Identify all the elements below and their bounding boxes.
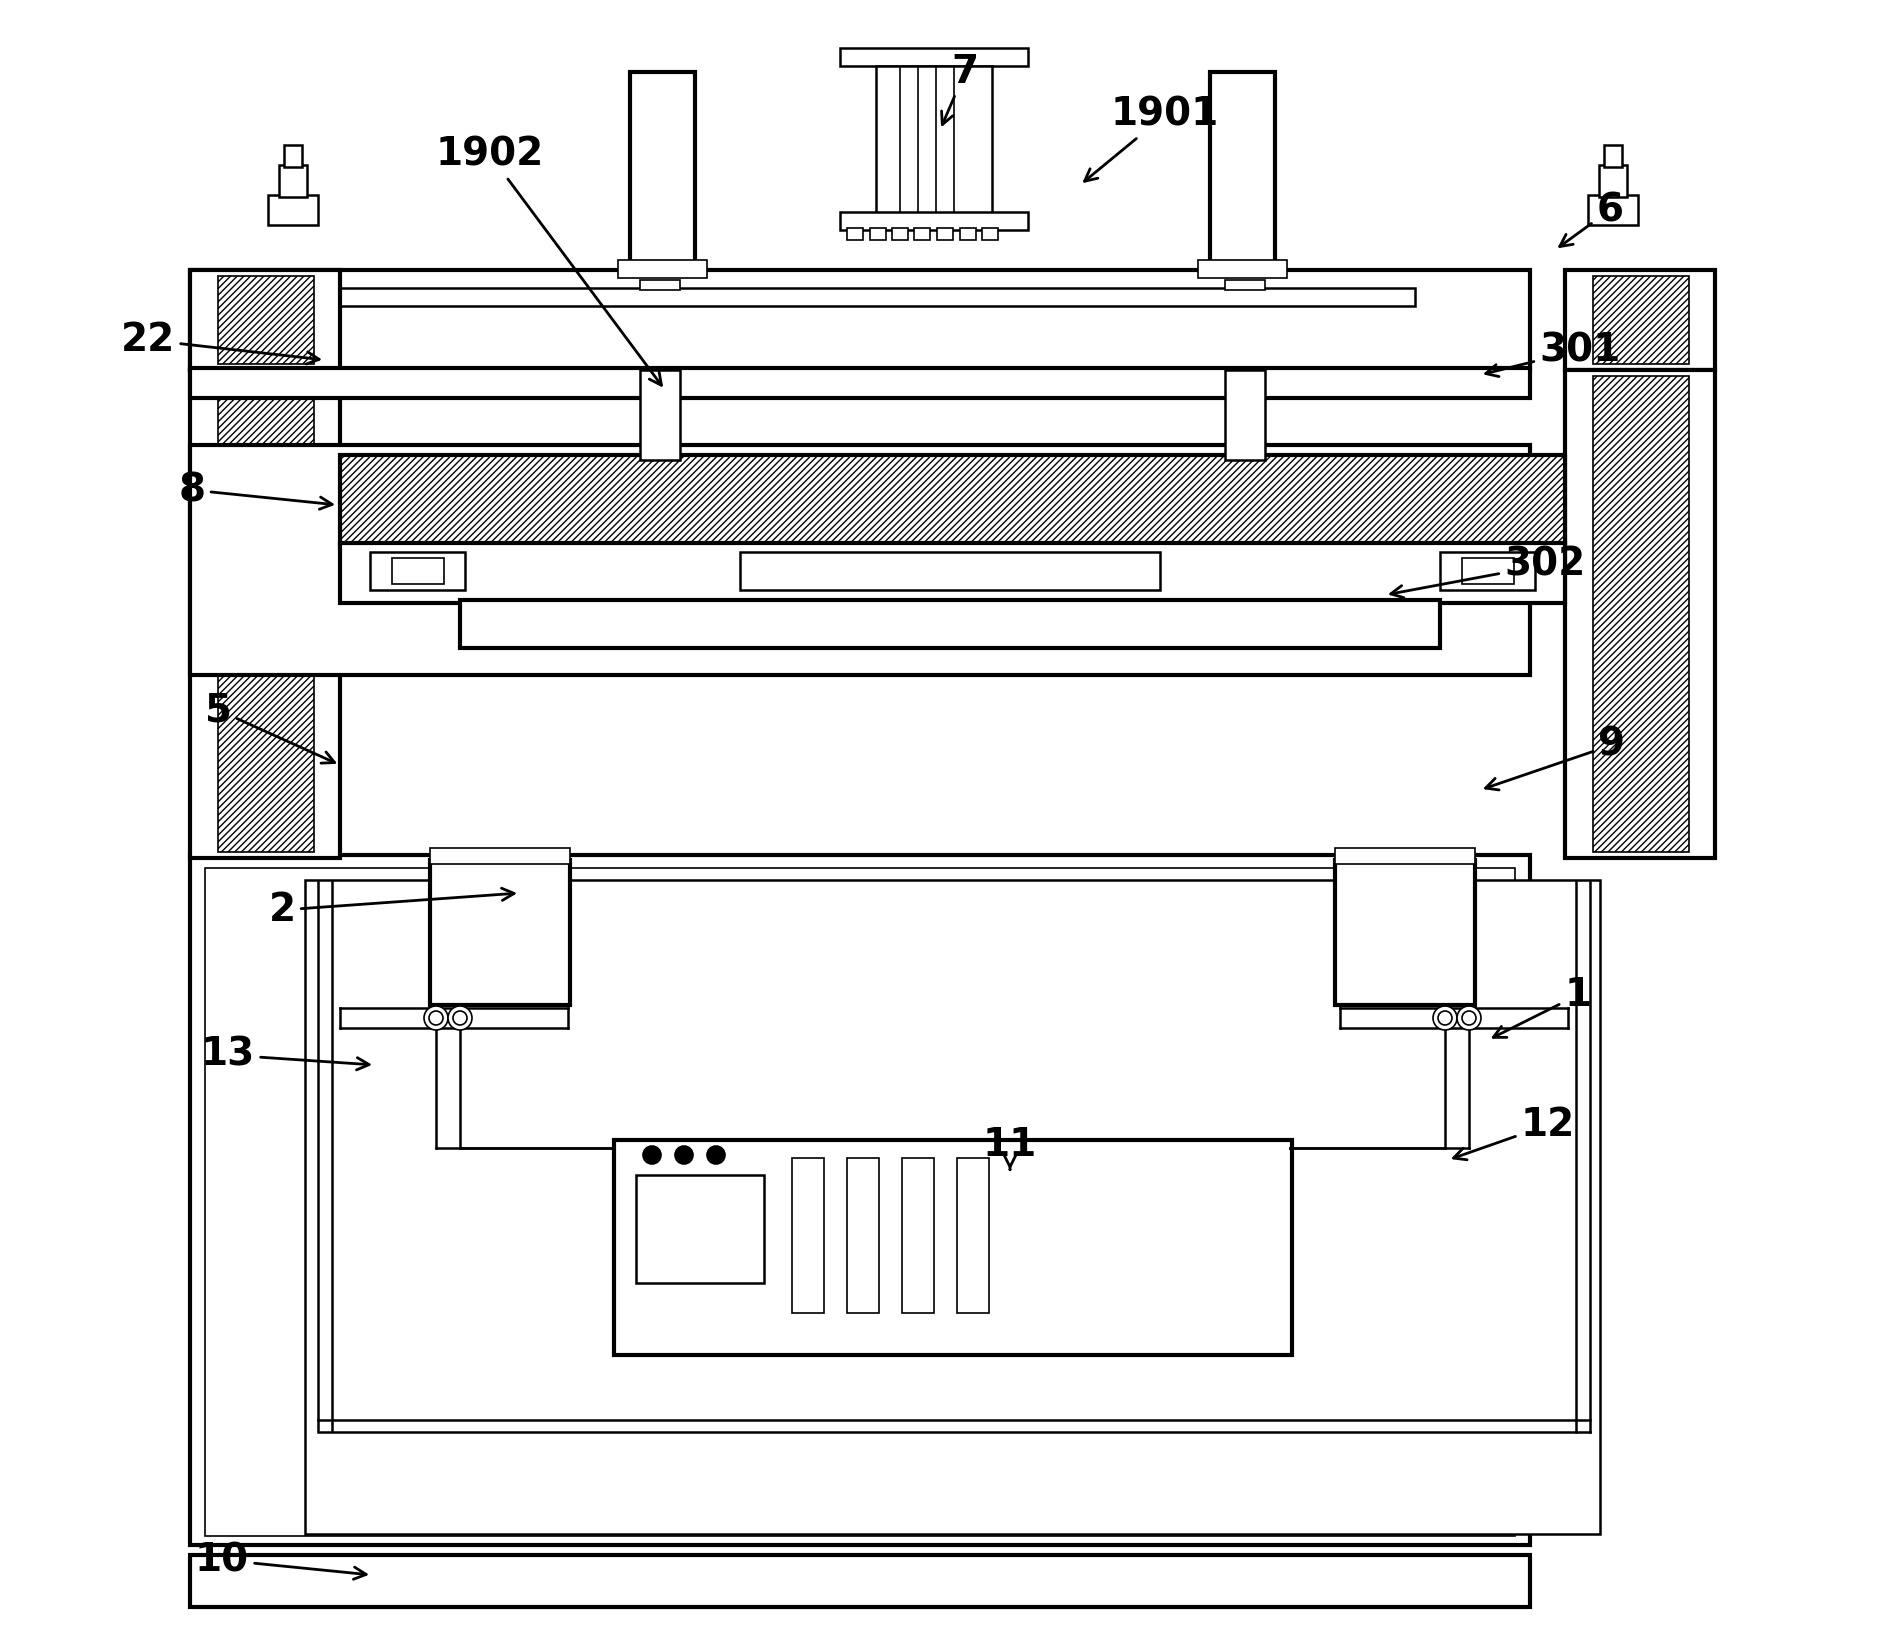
- Bar: [937, 228, 954, 239]
- Bar: [305, 881, 1599, 1534]
- Bar: [1211, 72, 1276, 270]
- Bar: [1335, 860, 1476, 1004]
- Bar: [640, 370, 680, 461]
- Circle shape: [676, 1146, 693, 1164]
- Bar: [430, 848, 569, 864]
- Bar: [1224, 370, 1264, 461]
- Circle shape: [644, 1146, 661, 1164]
- Circle shape: [706, 1146, 725, 1164]
- Text: 1902: 1902: [436, 137, 661, 386]
- Bar: [847, 1158, 880, 1314]
- Text: 301: 301: [1485, 330, 1620, 376]
- Bar: [876, 67, 992, 213]
- Bar: [190, 444, 1531, 676]
- Bar: [870, 228, 885, 239]
- Bar: [280, 164, 307, 197]
- Bar: [1599, 164, 1628, 197]
- Circle shape: [1462, 1011, 1476, 1026]
- Bar: [636, 1175, 764, 1283]
- Text: 8: 8: [179, 470, 331, 510]
- Circle shape: [447, 1006, 472, 1031]
- Text: 1901: 1901: [1085, 96, 1219, 181]
- Bar: [1198, 260, 1287, 278]
- Text: 1: 1: [1493, 977, 1592, 1037]
- Text: 13: 13: [202, 1035, 369, 1074]
- Text: 7: 7: [942, 54, 979, 125]
- Bar: [284, 145, 303, 168]
- Bar: [960, 228, 977, 239]
- Text: 2: 2: [268, 889, 514, 930]
- Bar: [190, 1555, 1531, 1607]
- Bar: [840, 212, 1028, 230]
- Bar: [206, 868, 1516, 1535]
- Bar: [840, 47, 1028, 67]
- Bar: [1335, 848, 1476, 864]
- Bar: [1594, 376, 1689, 851]
- Bar: [190, 270, 341, 370]
- Text: 6: 6: [1559, 190, 1624, 246]
- Circle shape: [1457, 1006, 1481, 1031]
- Bar: [190, 855, 1531, 1545]
- Bar: [847, 228, 863, 239]
- Text: 302: 302: [1390, 545, 1586, 597]
- Text: 12: 12: [1453, 1105, 1575, 1159]
- Text: 11: 11: [982, 1127, 1038, 1169]
- Bar: [891, 228, 908, 239]
- Bar: [268, 195, 318, 225]
- Bar: [341, 544, 1565, 602]
- Bar: [914, 228, 929, 239]
- Bar: [1565, 370, 1716, 858]
- Bar: [217, 376, 314, 851]
- Bar: [461, 601, 1439, 648]
- Bar: [619, 260, 706, 278]
- Bar: [305, 288, 1415, 306]
- Text: 5: 5: [204, 690, 335, 764]
- Bar: [1594, 277, 1689, 365]
- Bar: [190, 368, 1531, 397]
- Bar: [1603, 145, 1622, 168]
- Bar: [1439, 552, 1535, 589]
- Bar: [1462, 558, 1514, 584]
- Bar: [369, 552, 465, 589]
- Circle shape: [428, 1011, 444, 1026]
- Bar: [341, 454, 1565, 545]
- Bar: [1224, 280, 1264, 290]
- Text: 22: 22: [120, 321, 320, 365]
- Bar: [902, 1158, 935, 1314]
- Circle shape: [453, 1011, 466, 1026]
- Bar: [1588, 195, 1637, 225]
- Bar: [190, 270, 1531, 370]
- Bar: [741, 552, 1160, 589]
- Bar: [958, 1158, 988, 1314]
- Text: 10: 10: [194, 1542, 366, 1579]
- Bar: [613, 1140, 1293, 1354]
- Bar: [640, 280, 680, 290]
- Bar: [982, 228, 998, 239]
- Bar: [190, 370, 341, 858]
- Circle shape: [1434, 1006, 1457, 1031]
- Bar: [630, 72, 695, 270]
- Bar: [392, 558, 444, 584]
- Text: 9: 9: [1485, 726, 1626, 790]
- Circle shape: [425, 1006, 447, 1031]
- Bar: [792, 1158, 824, 1314]
- Circle shape: [1438, 1011, 1453, 1026]
- Bar: [1565, 270, 1716, 370]
- Bar: [217, 277, 314, 365]
- Bar: [430, 860, 569, 1004]
